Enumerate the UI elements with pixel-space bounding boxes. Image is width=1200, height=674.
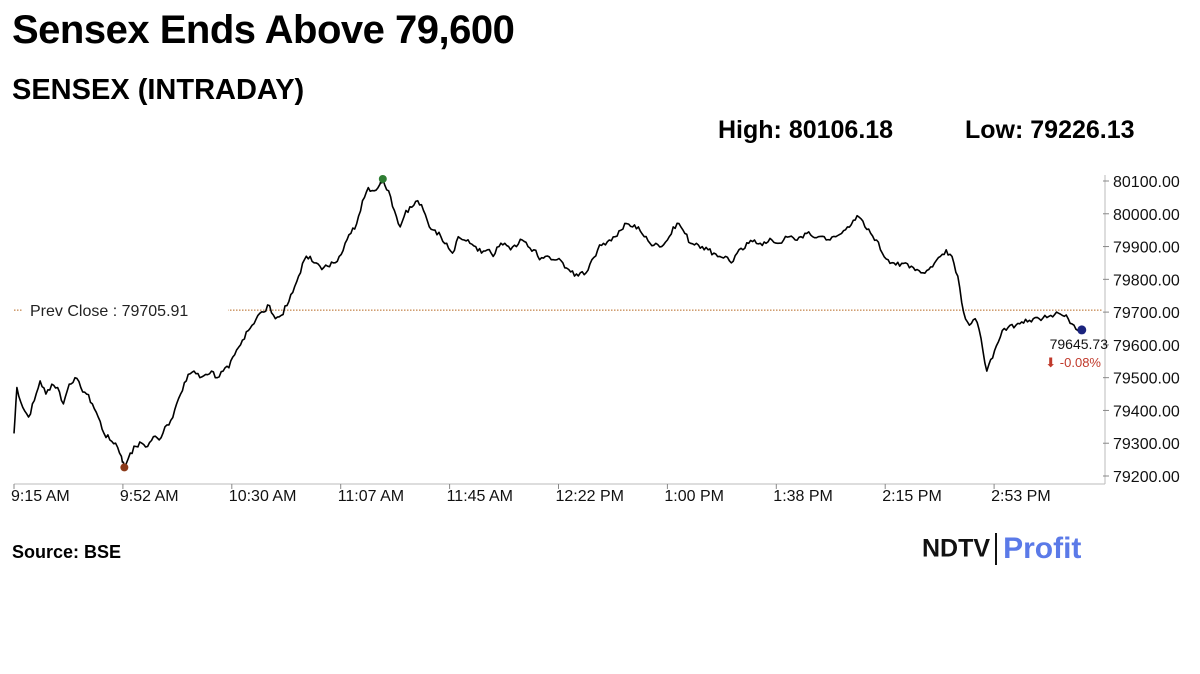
- logo-brand: NDTV: [922, 534, 991, 563]
- y-tick-label: 79300.00: [1113, 436, 1180, 453]
- prev-close-label: Prev Close : 79705.91: [30, 303, 188, 320]
- last-marker: [1077, 325, 1087, 335]
- intraday-line-chart: 79200.00 79300.00 79400.00 79500.00 79600.00…: [11, 174, 1180, 505]
- x-tick-label: 2:15 PM: [882, 488, 942, 505]
- y-tick-label: 80000.00: [1113, 207, 1180, 224]
- y-tick-label: 79500.00: [1113, 371, 1180, 388]
- y-tick-label: 79200.00: [1113, 469, 1180, 486]
- x-tick-label: 9:52 AM: [120, 488, 179, 505]
- x-tick-label: 1:00 PM: [664, 488, 724, 505]
- x-tick-label: 1:38 PM: [773, 488, 833, 505]
- chart-title: SENSEX (INTRADAY): [12, 74, 305, 106]
- high-marker: [378, 174, 387, 183]
- x-tick-label: 12:22 PM: [556, 488, 624, 505]
- ndtv-profit-logo: NDTV Profit: [922, 532, 1081, 572]
- x-tick-label: 10:30 AM: [229, 488, 297, 505]
- y-tick-label: 79800.00: [1113, 272, 1180, 289]
- headline: Sensex Ends Above 79,600: [12, 8, 515, 52]
- y-tick-label: 80100.00: [1113, 174, 1180, 191]
- logo-product: Profit: [1003, 532, 1082, 565]
- x-tick-label: 2:53 PM: [991, 488, 1051, 505]
- prev-close-label-bg: [22, 298, 228, 321]
- last-value-label: 79645.73: [1050, 336, 1109, 352]
- source-note: Source: BSE: [12, 542, 122, 562]
- last-change-label: ⬇ -0.08%: [1045, 355, 1101, 370]
- y-tick-label: 79600.00: [1113, 338, 1180, 355]
- y-tick-label: 79900.00: [1113, 240, 1180, 257]
- sensex-series-line: [13, 178, 1081, 469]
- low-marker: [120, 463, 129, 472]
- y-tick-label: 79700.00: [1113, 305, 1180, 322]
- high-value: High: 80106.18: [718, 116, 894, 144]
- x-tick-label: 9:15 AM: [11, 488, 70, 505]
- logo-divider: [995, 533, 998, 565]
- y-tick-label: 79400.00: [1113, 403, 1180, 420]
- low-value: Low: 79226.13: [965, 116, 1135, 144]
- x-tick-label: 11:07 AM: [338, 488, 404, 505]
- x-tick-label: 11:45 AM: [447, 488, 513, 505]
